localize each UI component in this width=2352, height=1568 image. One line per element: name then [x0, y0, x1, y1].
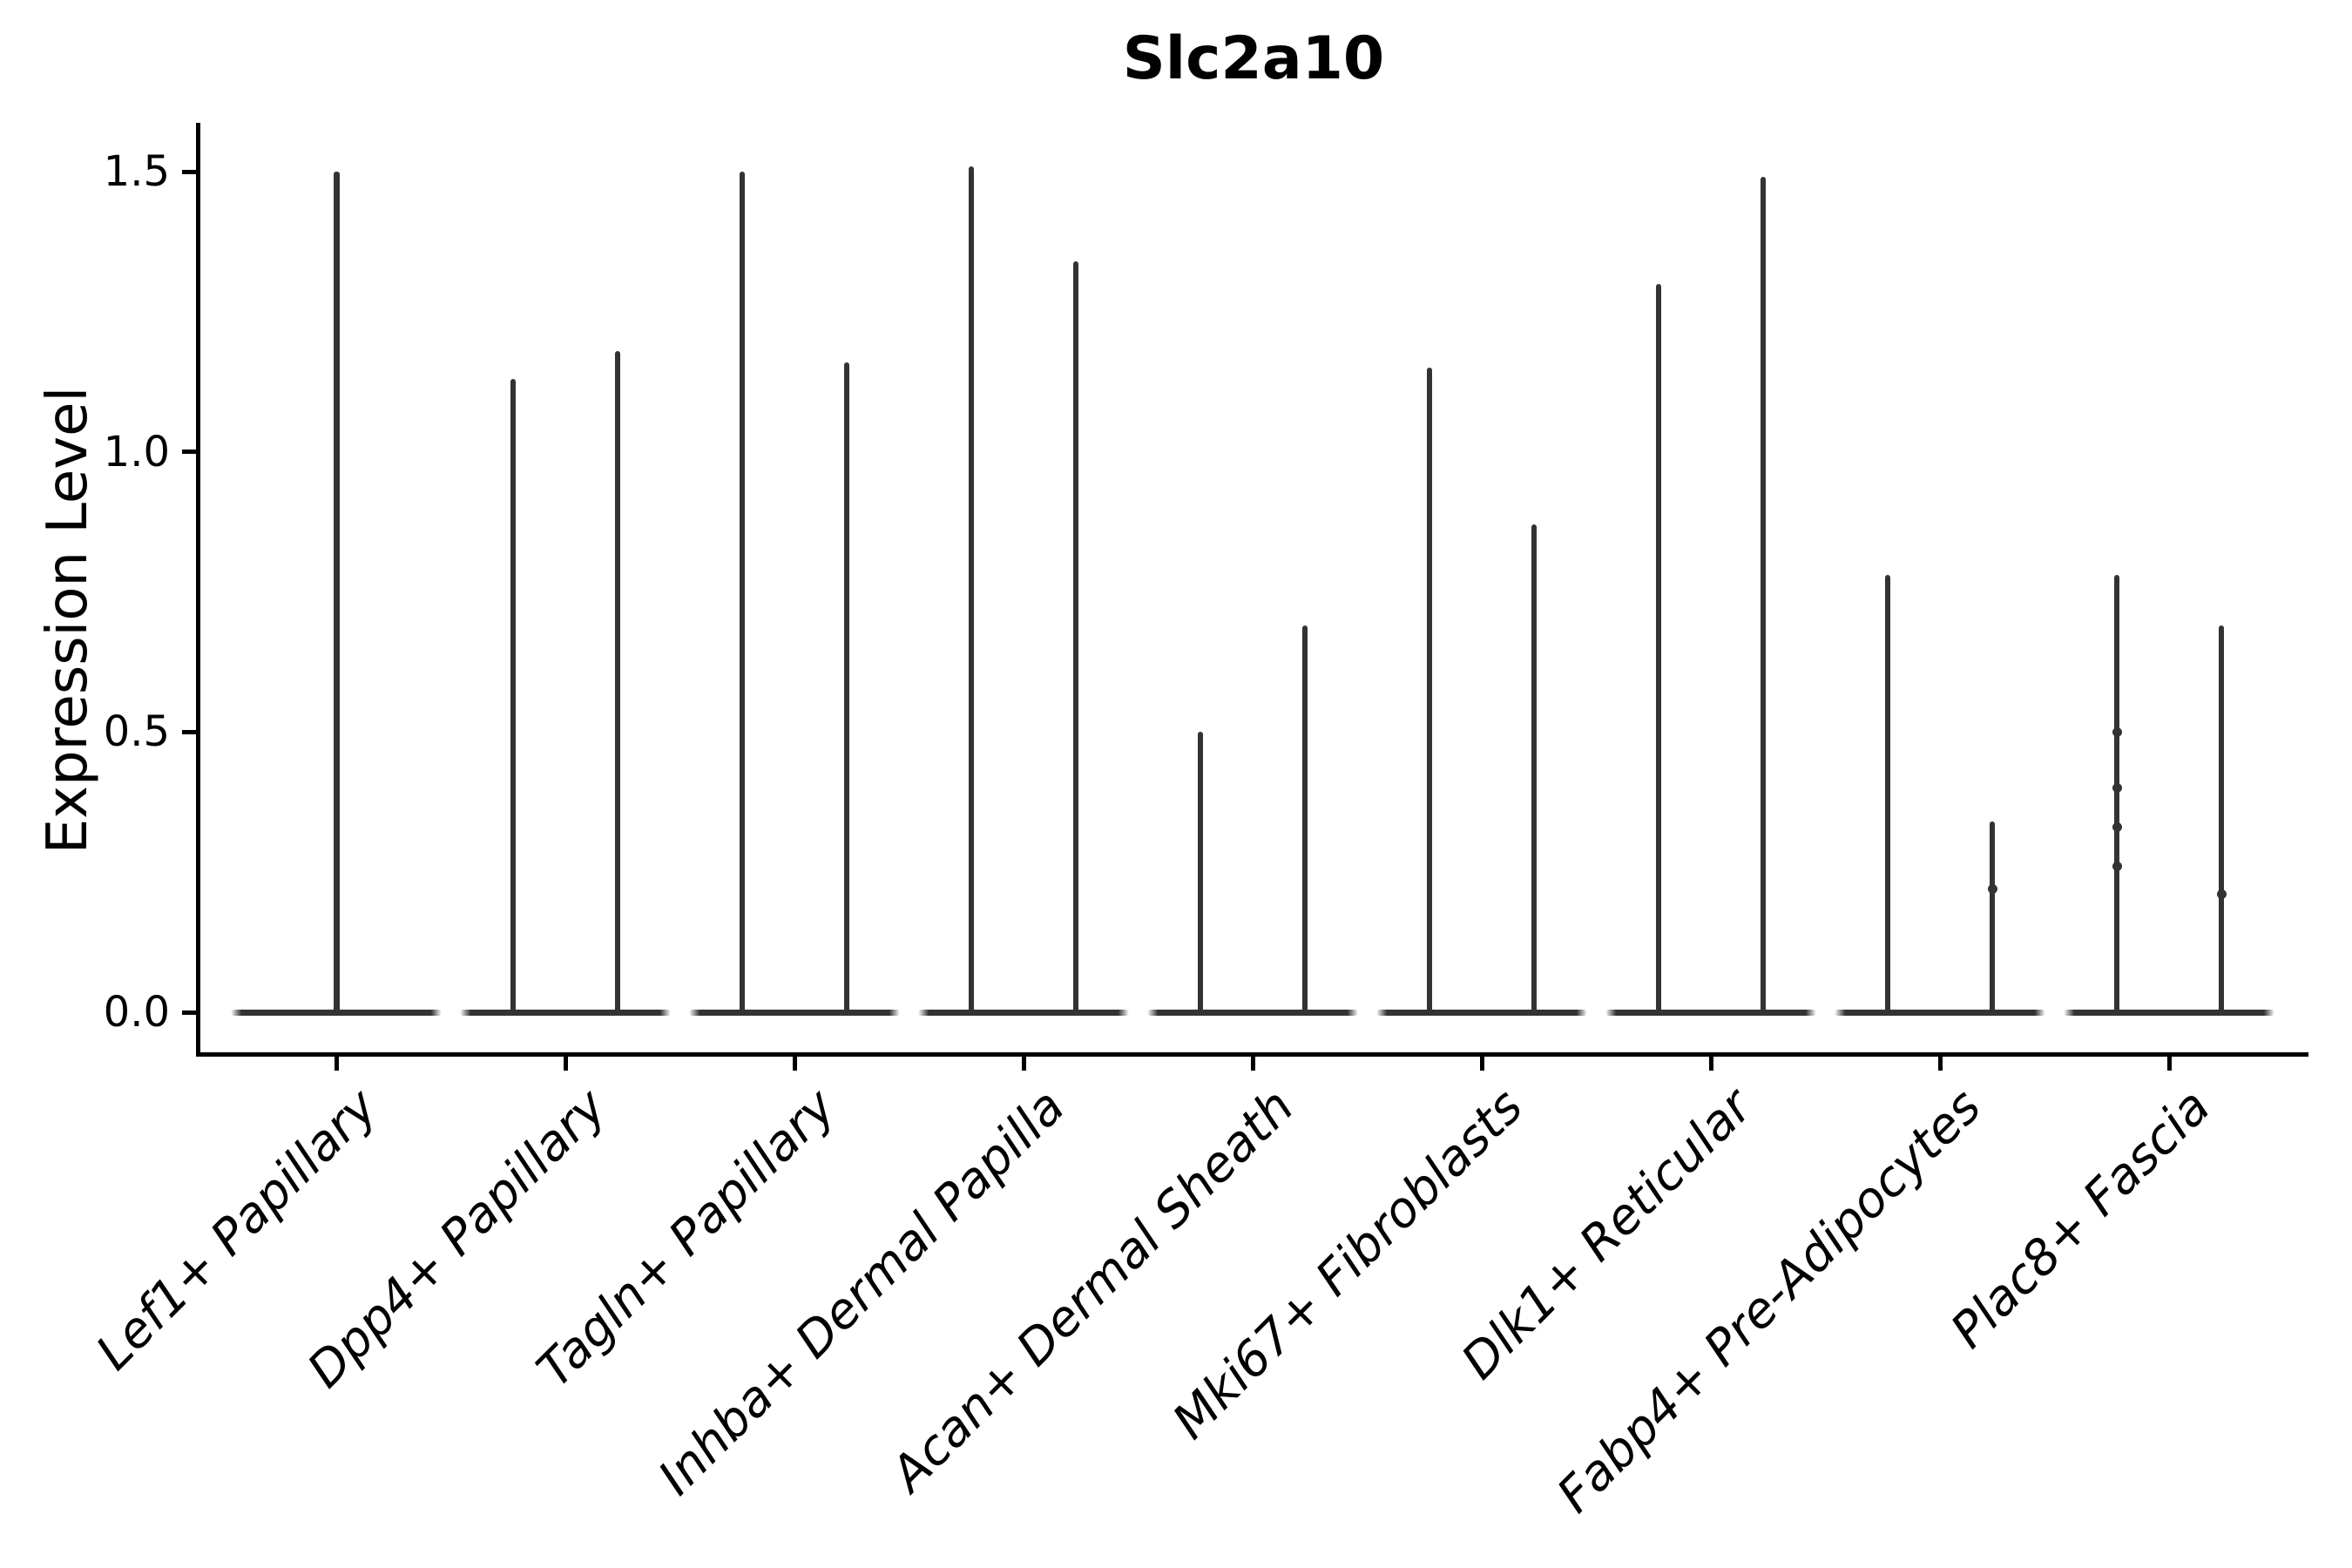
violin-spike — [1198, 732, 1203, 1016]
x-tick-mark — [1021, 1057, 1026, 1071]
violin-spike — [844, 362, 849, 1016]
violin-spike — [1761, 177, 1766, 1016]
plot-title: Slc2a10 — [1122, 24, 1385, 93]
violin-spike — [740, 172, 745, 1016]
violin-base — [2064, 1010, 2274, 1016]
y-tick-label: 1.5 — [103, 147, 170, 196]
violin-base — [1835, 1010, 2045, 1016]
x-tick-mark — [563, 1057, 568, 1071]
violin-knot — [2112, 822, 2122, 833]
y-tick-label: 1.0 — [103, 427, 170, 476]
violin-base — [1376, 1010, 1587, 1016]
violin-knot — [1987, 883, 1997, 894]
x-tick-mark — [2166, 1057, 2172, 1071]
y-axis-spine — [196, 123, 200, 1057]
x-tick-mark — [1479, 1057, 1484, 1071]
violin-spike — [1302, 625, 1308, 1016]
violin-spike — [1990, 821, 1995, 1016]
violin-spike — [1531, 524, 1537, 1016]
violin-knot — [2112, 727, 2122, 737]
violin-base — [918, 1010, 1129, 1016]
x-tick-mark — [1708, 1057, 1713, 1071]
violin-spike — [510, 379, 516, 1016]
y-tick-mark — [182, 449, 196, 455]
violin-knot — [2112, 783, 2122, 794]
violin-base — [460, 1010, 671, 1016]
x-tick-label: Inhba+ Dermal Papilla — [647, 1078, 1076, 1506]
x-tick-mark — [792, 1057, 797, 1071]
violin-spike — [1885, 575, 1890, 1016]
x-tick-mark — [1937, 1057, 1943, 1071]
violin-base — [1147, 1010, 1358, 1016]
violin-base — [1605, 1010, 1816, 1016]
violin-spike — [1073, 260, 1078, 1016]
y-tick-mark — [182, 169, 196, 174]
violin-knot — [2112, 862, 2122, 872]
x-axis-spine — [196, 1052, 2308, 1057]
y-tick-mark — [182, 1010, 196, 1015]
violin-spike — [1427, 368, 1432, 1016]
violin-base — [689, 1010, 900, 1016]
x-tick-label: Fabp4+ Pre-Adipocytes — [1546, 1078, 1992, 1524]
x-tick-mark — [1250, 1057, 1255, 1071]
violin-spike — [615, 350, 620, 1016]
violin-spike — [1656, 283, 1661, 1016]
x-tick-mark — [334, 1057, 339, 1071]
violin-spike — [334, 172, 340, 1016]
violin-spike — [969, 166, 974, 1016]
y-tick-mark — [182, 729, 196, 734]
violin-knot — [2216, 889, 2227, 900]
y-tick-label: 0.0 — [103, 988, 170, 1037]
y-tick-label: 0.5 — [103, 707, 170, 757]
violin-spike — [2219, 625, 2224, 1016]
violin-spike — [2114, 575, 2119, 1016]
x-tick-label: Acan+ Dermal Sheath — [880, 1078, 1305, 1503]
